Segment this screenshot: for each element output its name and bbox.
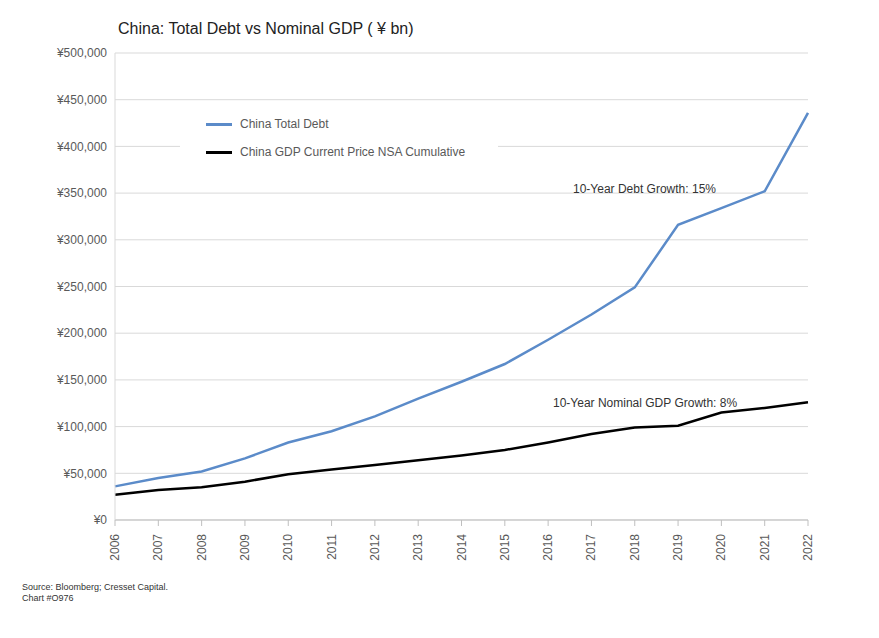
- svg-text:2015: 2015: [498, 534, 512, 561]
- svg-text:2012: 2012: [368, 534, 382, 561]
- svg-text:2009: 2009: [238, 534, 252, 561]
- svg-text:2013: 2013: [411, 534, 425, 561]
- html-text:Chart #O976: Chart #O976: [22, 593, 74, 603]
- svg-text:2011: 2011: [325, 534, 339, 560]
- svg-text:2006: 2006: [108, 534, 122, 561]
- html-text:China GDP Current Price NSA Cu: China GDP Current Price NSA Cumulative: [240, 145, 466, 159]
- svg-text:¥0: ¥0: [93, 513, 108, 527]
- svg-text:¥250,000: ¥250,000: [56, 280, 107, 294]
- html-text:China Total Debt: China Total Debt: [240, 117, 329, 131]
- svg-text:2008: 2008: [195, 534, 209, 561]
- svg-text:2021: 2021: [758, 534, 772, 561]
- svg-text:2014: 2014: [455, 534, 469, 561]
- svg-text:2018: 2018: [628, 534, 642, 561]
- svg-text:¥400,000: ¥400,000: [56, 140, 107, 154]
- svg-text:2017: 2017: [584, 534, 598, 561]
- svg-text:¥50,000: ¥50,000: [63, 467, 108, 481]
- svg-text:2010: 2010: [281, 534, 295, 561]
- svg-text:2020: 2020: [714, 534, 728, 561]
- svg-text:2007: 2007: [151, 534, 165, 561]
- svg-text:¥200,000: ¥200,000: [56, 326, 107, 340]
- svg-text:¥150,000: ¥150,000: [56, 373, 107, 387]
- html-text:10-Year Nominal GDP Growth: 8%: 10-Year Nominal GDP Growth: 8%: [553, 396, 738, 410]
- svg-text:¥100,000: ¥100,000: [56, 420, 107, 434]
- svg-text:¥300,000: ¥300,000: [56, 233, 107, 247]
- svg-text:¥350,000: ¥350,000: [56, 186, 107, 200]
- html-text:China: Total Debt vs Nominal G: China: Total Debt vs Nominal GDP ( ¥ bn): [118, 20, 414, 37]
- svg-text:¥500,000: ¥500,000: [56, 46, 107, 60]
- svg-text:2019: 2019: [671, 534, 685, 561]
- html-text:Source: Bloomberg; Cresset Cap: Source: Bloomberg; Cresset Capital.: [22, 582, 169, 592]
- svg-text:2016: 2016: [541, 534, 555, 561]
- html-text:10-Year Debt Growth: 15%: 10-Year Debt Growth: 15%: [573, 182, 716, 196]
- svg-text:¥450,000: ¥450,000: [56, 93, 107, 107]
- svg-text:2022: 2022: [801, 534, 815, 561]
